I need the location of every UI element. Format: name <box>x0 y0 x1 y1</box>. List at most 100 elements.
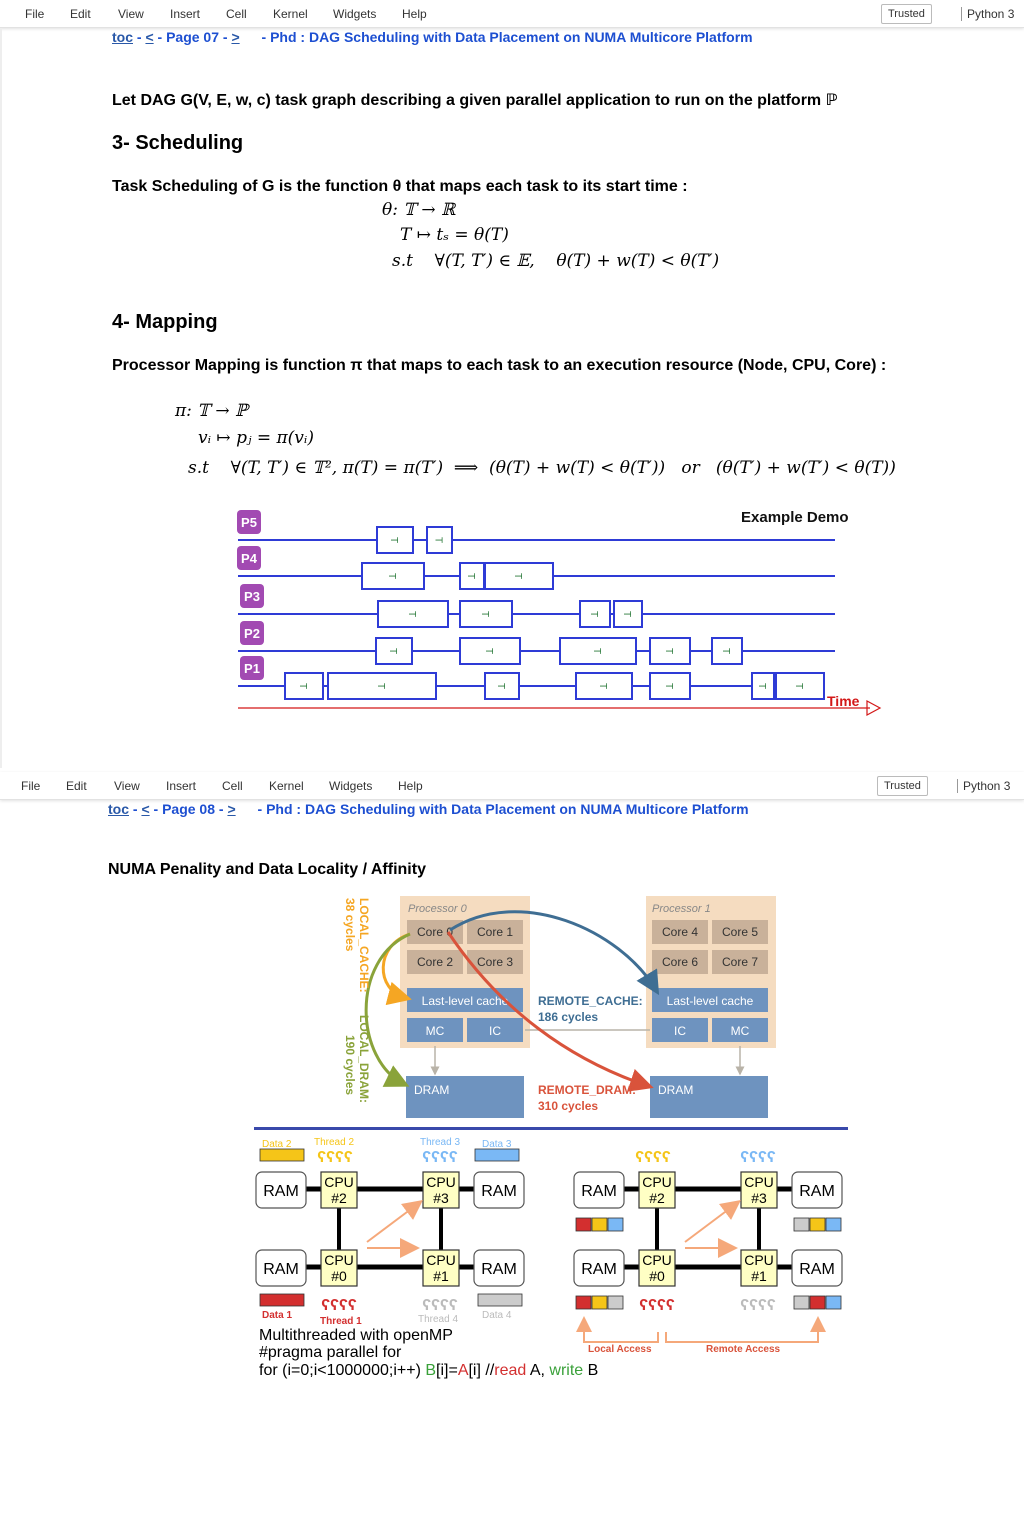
prev-link[interactable]: < <box>141 801 150 817</box>
task-box <box>751 672 775 700</box>
menu-cell[interactable]: Cell <box>226 7 247 21</box>
task-label: T <box>465 573 476 579</box>
task-box <box>649 637 691 665</box>
llc-box <box>652 988 768 1012</box>
cpu-id: #3 <box>433 1190 449 1206</box>
thread2-label: Thread 2 <box>314 1137 354 1148</box>
next-link[interactable]: > <box>231 29 240 45</box>
menu-help[interactable]: Help <box>402 7 427 21</box>
processor-label: P1 <box>244 661 260 676</box>
menu-file[interactable]: File <box>25 7 45 21</box>
task-label: T <box>388 537 399 543</box>
next-link[interactable]: > <box>227 801 236 817</box>
processor-badge <box>240 584 264 608</box>
page8-nav: toc - < - Page 08 - > - Phd : DAG Schedu… <box>108 801 749 817</box>
gantt-title: Example Demo <box>741 509 849 526</box>
kernel-indicator[interactable]: Python 3 <box>961 7 1014 21</box>
task-box <box>775 672 825 700</box>
ram-label: RAM <box>263 1183 299 1200</box>
task-label: T <box>597 683 608 689</box>
cpu-id: #0 <box>649 1268 665 1284</box>
task-label: T <box>720 648 731 654</box>
task-label: T <box>297 683 308 689</box>
data3-label: Data 3 <box>482 1139 512 1150</box>
processor-badge <box>237 510 261 534</box>
time-label: Time <box>827 693 860 709</box>
data-block <box>575 1217 592 1232</box>
data-block <box>825 1295 842 1310</box>
ram-label: RAM <box>799 1183 835 1200</box>
data-block <box>607 1217 624 1232</box>
menu-widgets[interactable]: Widgets <box>329 779 373 793</box>
sched-text: Task Scheduling of G is the function θ t… <box>112 178 688 195</box>
menu-widgets[interactable]: Widgets <box>333 7 377 21</box>
toc-link[interactable]: toc <box>108 801 129 817</box>
cpu-id: #1 <box>751 1268 767 1284</box>
menu-cell[interactable]: Cell <box>222 779 243 793</box>
task-label: T <box>479 611 490 617</box>
cpu-box <box>320 1171 358 1209</box>
menu-view[interactable]: View <box>118 7 144 21</box>
core-label: Core 7 <box>722 955 758 969</box>
cpu-id: #1 <box>433 1268 449 1284</box>
menu-edit[interactable]: Edit <box>70 7 91 21</box>
task-label: T <box>495 683 506 689</box>
menu-edit[interactable]: Edit <box>66 779 87 793</box>
ram-label: RAM <box>263 1261 299 1278</box>
core-box <box>407 950 463 974</box>
local-access-label: Local Access <box>588 1344 652 1355</box>
menu-kernel[interactable]: Kernel <box>273 7 308 21</box>
core-label: Core 3 <box>477 955 513 969</box>
trusted-badge[interactable]: Trusted <box>877 776 928 796</box>
cpu-label: CPU <box>426 1252 456 1268</box>
core-box <box>467 920 523 944</box>
thread-glyph-icon: ʕʕʕʕ <box>317 1149 353 1166</box>
task-box <box>375 637 413 665</box>
mc-label: MC <box>731 1024 750 1038</box>
thread-glyph-icon: ʕʕʕʕ <box>422 1297 458 1314</box>
local-dram-arrow <box>364 932 411 1087</box>
data-block <box>793 1217 810 1232</box>
ic-label: IC <box>489 1024 501 1038</box>
openmp-code: for (i=0;i<1000000;i++) B[i]=A[i] //read… <box>259 1362 599 1379</box>
cpu-box <box>422 1171 460 1209</box>
toc-link[interactable]: toc <box>112 29 133 45</box>
kernel-indicator[interactable]: Python 3 <box>957 779 1010 793</box>
menu-insert[interactable]: Insert <box>166 779 197 793</box>
menu-view[interactable]: View <box>114 779 140 793</box>
menu-insert[interactable]: Insert <box>170 7 201 21</box>
trusted-badge[interactable]: Trusted <box>881 4 932 24</box>
task-box <box>711 637 743 665</box>
cpu-box <box>740 1171 778 1209</box>
ic-box <box>467 1018 523 1042</box>
processor-label: P2 <box>244 626 260 641</box>
data-block <box>809 1295 826 1310</box>
core-label: Core 2 <box>417 955 453 969</box>
remote-dram-label: REMOTE_DRAM: <box>538 1083 636 1097</box>
cpu-box <box>638 1171 676 1209</box>
task-label: T <box>375 683 386 689</box>
task-label: T <box>433 537 444 543</box>
ram-box <box>473 1171 525 1209</box>
task-label: T <box>663 683 674 689</box>
numa-section-title: NUMA Penality and Data Locality / Affini… <box>108 861 426 878</box>
ram-box <box>255 1249 307 1287</box>
menu-help[interactable]: Help <box>398 779 423 793</box>
task-label: T <box>663 648 674 654</box>
task-box <box>484 672 520 700</box>
prev-link[interactable]: < <box>145 29 154 45</box>
ram-box <box>573 1249 625 1287</box>
task-box <box>484 562 554 590</box>
llc-label: Last-level cache <box>667 994 754 1008</box>
menu-kernel[interactable]: Kernel <box>269 779 304 793</box>
menu-file[interactable]: File <box>21 779 41 793</box>
gantt-diagram: P5 P4 P3 P2 P1 T T T T T T T T T T T T T T T T T T T T T Example … <box>237 509 882 717</box>
thread-glyph-icon: ʕʕʕʕ <box>740 1297 776 1314</box>
page7-nav: toc - < - Page 07 - > - Phd : DAG Schedu… <box>112 29 753 45</box>
processor-label: P5 <box>241 515 257 530</box>
processor1-label: Processor 1 <box>652 903 711 915</box>
local-dram-cycles: 190 cycles <box>343 1035 357 1095</box>
remote-dram-arrow <box>446 931 654 1092</box>
cpu-label: CPU <box>744 1252 774 1268</box>
core-box <box>712 920 768 944</box>
